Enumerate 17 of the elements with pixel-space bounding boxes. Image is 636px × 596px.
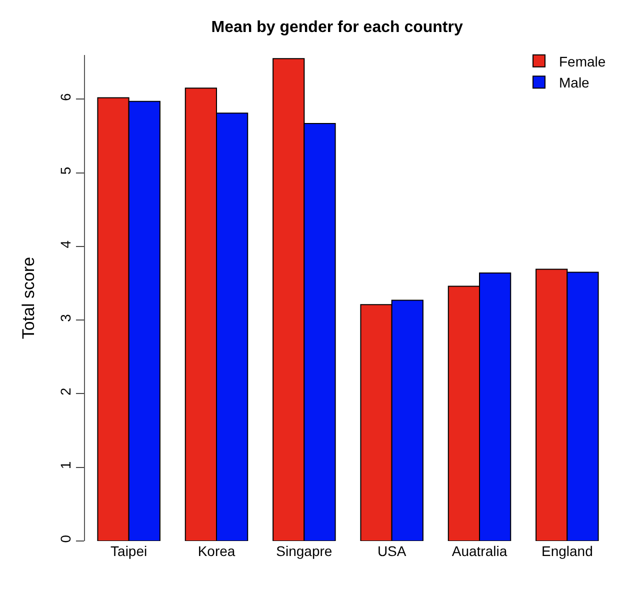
y-axis-title: Total score	[18, 256, 38, 340]
x-tick-label: Singapre	[276, 543, 332, 559]
y-tick-label: 4	[57, 240, 74, 248]
chart-title: Mean by gender for each country	[211, 19, 463, 36]
y-tick-label: 1	[57, 461, 74, 470]
x-tick-label: England	[541, 543, 593, 559]
x-tick-label: Auatralia	[452, 543, 508, 559]
legend-label: Male	[559, 74, 590, 91]
x-tick-label: Korea	[198, 543, 236, 559]
x-tick-label: USA	[377, 543, 407, 559]
legend-label: Female	[559, 53, 606, 70]
y-tick-label: 6	[57, 92, 74, 101]
y-tick-label: 5	[57, 166, 74, 175]
y-tick-label: 2	[57, 388, 74, 396]
y-tick-label: 3	[57, 314, 74, 322]
y-tick-label: 0	[57, 534, 74, 543]
x-tick-label: Taipei	[110, 543, 148, 559]
